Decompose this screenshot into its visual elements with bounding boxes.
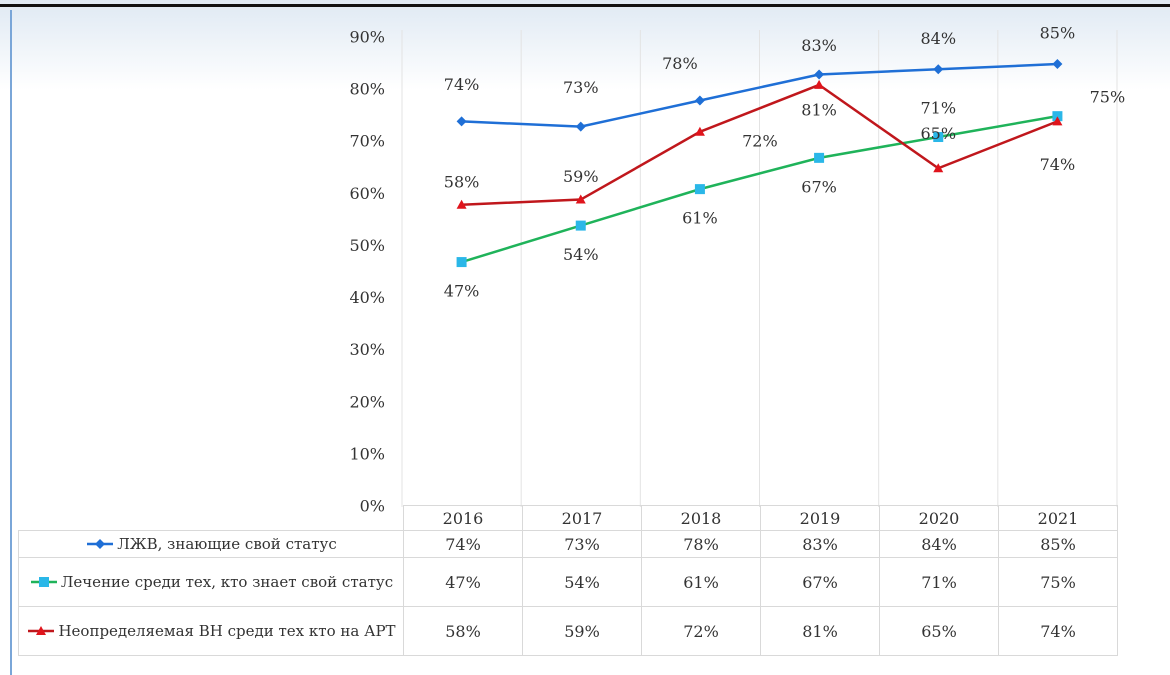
series-line bbox=[461, 114, 1058, 264]
data-row: ЛЖВ, знающие свой статус 74% 73% 78% 83% 84% 8… bbox=[18, 530, 1118, 558]
table-value: 67% bbox=[760, 557, 880, 607]
y-tick-label: 80% bbox=[349, 80, 385, 99]
series-line bbox=[461, 62, 1058, 128]
table-value: 59% bbox=[522, 606, 642, 656]
data-label: 81% bbox=[801, 100, 837, 119]
data-label: 65% bbox=[920, 124, 956, 143]
legend-entry: Неопределяемая ВН среди тех кто на АРТ bbox=[19, 621, 403, 640]
table-value: 73% bbox=[522, 530, 642, 558]
data-label: 78% bbox=[662, 54, 698, 73]
legend-entry: Лечение среди тех, кто знает свой статус bbox=[19, 572, 403, 591]
marker bbox=[933, 132, 944, 143]
legend-cell: Лечение среди тех, кто знает свой статус bbox=[18, 557, 404, 607]
corner-cell bbox=[18, 505, 404, 531]
table-value: 78% bbox=[641, 530, 761, 558]
x-tick-label: 2020 bbox=[879, 505, 999, 531]
y-tick-label: 40% bbox=[349, 288, 385, 307]
marker bbox=[456, 116, 467, 127]
marker bbox=[814, 152, 825, 163]
table-value: 83% bbox=[760, 530, 880, 558]
legend-cell: Неопределяемая ВН среди тех кто на АРТ bbox=[18, 606, 404, 656]
x-tick-label: 2016 bbox=[403, 505, 523, 531]
data-label: 59% bbox=[563, 167, 599, 186]
marker bbox=[456, 199, 467, 209]
data-label: 83% bbox=[801, 36, 837, 55]
data-label: 61% bbox=[682, 209, 718, 228]
marker bbox=[456, 257, 467, 268]
data-label: 84% bbox=[920, 29, 956, 48]
data-label: 74% bbox=[1040, 155, 1076, 174]
marker bbox=[38, 577, 49, 587]
y-tick-label: 20% bbox=[349, 392, 385, 411]
table-value: 47% bbox=[403, 557, 523, 607]
data-label: 73% bbox=[563, 78, 599, 97]
marker bbox=[933, 64, 944, 75]
legend-icon bbox=[87, 539, 114, 549]
series-line bbox=[461, 83, 1058, 207]
table-value: 71% bbox=[879, 557, 999, 607]
table-value: 74% bbox=[403, 530, 523, 558]
marker bbox=[694, 184, 705, 195]
marker bbox=[1052, 116, 1063, 126]
table-value: 75% bbox=[998, 557, 1118, 607]
legend-entry: ЛЖВ, знающие свой статус bbox=[19, 534, 403, 553]
marker bbox=[36, 626, 47, 635]
legend-label: ЛЖВ, знающие свой статус bbox=[117, 534, 337, 553]
y-tick-label: 70% bbox=[349, 132, 385, 151]
x-tick-label: 2019 bbox=[760, 505, 880, 531]
table-value: 74% bbox=[998, 606, 1118, 656]
table-value: 72% bbox=[641, 606, 761, 656]
table-value: 54% bbox=[522, 557, 642, 607]
top-bar bbox=[0, 4, 1170, 7]
data-row: Лечение среди тех, кто знает свой статус… bbox=[18, 557, 1118, 607]
data-table: 2016 2017 2018 2019 2020 2021 ЛЖВ, знающие сво… bbox=[18, 505, 1118, 656]
legend-label: Лечение среди тех, кто знает свой статус bbox=[60, 572, 394, 591]
marker bbox=[814, 69, 825, 80]
table-value: 84% bbox=[879, 530, 999, 558]
table-value: 65% bbox=[879, 606, 999, 656]
x-tick-label: 2017 bbox=[522, 505, 642, 531]
y-tick-label: 50% bbox=[349, 236, 385, 255]
legend-label: Неопределяемая ВН среди тех кто на АРТ bbox=[58, 621, 396, 640]
data-label: 74% bbox=[444, 75, 480, 94]
data-label: 54% bbox=[563, 245, 599, 264]
data-label: 72% bbox=[742, 131, 778, 150]
header-row: 2016 2017 2018 2019 2020 2021 bbox=[18, 505, 1118, 531]
x-tick-label: 2018 bbox=[641, 505, 761, 531]
table-value: 58% bbox=[403, 606, 523, 656]
data-label: 85% bbox=[1040, 24, 1076, 43]
y-tick-label: 90% bbox=[349, 28, 385, 47]
marker bbox=[1052, 111, 1063, 122]
legend-icon bbox=[28, 626, 55, 635]
y-tick-label: 60% bbox=[349, 184, 385, 203]
left-border bbox=[10, 10, 12, 675]
marker bbox=[694, 126, 705, 136]
legend-icon bbox=[30, 577, 57, 587]
y-tick-label: 10% bbox=[349, 444, 385, 463]
background bbox=[0, 0, 1170, 90]
data-label: 47% bbox=[444, 282, 480, 301]
data-label: 71% bbox=[920, 99, 956, 118]
table-value: 81% bbox=[760, 606, 880, 656]
marker bbox=[95, 539, 106, 549]
marker bbox=[694, 95, 705, 106]
data-label: 67% bbox=[801, 177, 837, 196]
marker bbox=[575, 194, 586, 204]
marker bbox=[575, 121, 586, 132]
legend-cell: ЛЖВ, знающие свой статус bbox=[18, 530, 404, 558]
data-label: 75% bbox=[1090, 88, 1126, 107]
marker bbox=[575, 220, 586, 231]
data-label: 58% bbox=[444, 172, 480, 191]
marker bbox=[814, 79, 825, 89]
data-row: Неопределяемая ВН среди тех кто на АРТ 58… bbox=[18, 606, 1118, 656]
y-tick-label: 30% bbox=[349, 340, 385, 359]
x-tick-label: 2021 bbox=[998, 505, 1118, 531]
marker bbox=[1052, 59, 1063, 70]
table-value: 85% bbox=[998, 530, 1118, 558]
marker bbox=[933, 163, 944, 173]
table-value: 61% bbox=[641, 557, 761, 607]
